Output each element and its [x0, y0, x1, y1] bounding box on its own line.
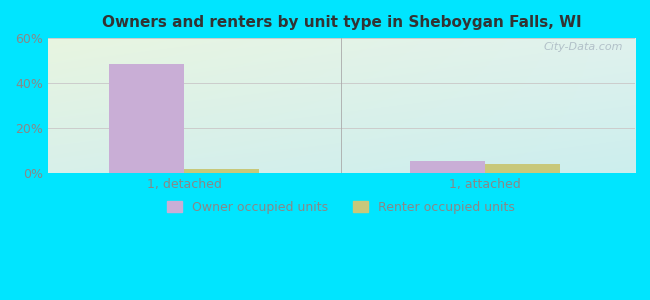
Bar [185, 169, 259, 173]
Text: City-Data.com: City-Data.com [544, 42, 623, 52]
Legend: Owner occupied units, Renter occupied units: Owner occupied units, Renter occupied un… [162, 196, 521, 219]
Bar [485, 164, 560, 173]
Bar [410, 161, 485, 173]
Title: Owners and renters by unit type in Sheboygan Falls, WI: Owners and renters by unit type in Shebo… [101, 15, 581, 30]
Bar [109, 64, 185, 173]
